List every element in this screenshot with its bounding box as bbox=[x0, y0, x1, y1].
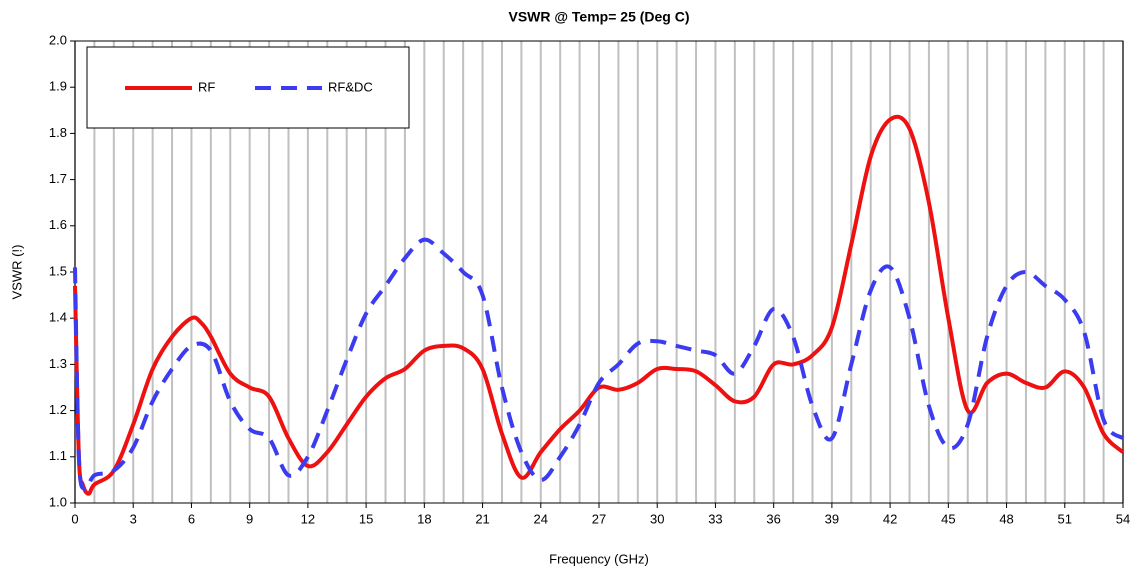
y-tick-label: 1.1 bbox=[49, 448, 67, 463]
y-tick-label: 1.4 bbox=[49, 310, 67, 325]
x-tick-label: 6 bbox=[188, 511, 195, 526]
x-tick-label: 18 bbox=[417, 511, 431, 526]
x-tick-label: 33 bbox=[708, 511, 722, 526]
x-tick-label: 12 bbox=[301, 511, 315, 526]
y-axis-label: VSWR (!) bbox=[9, 245, 24, 300]
x-tick-label: 48 bbox=[999, 511, 1013, 526]
chart-title: VSWR @ Temp= 25 (Deg C) bbox=[508, 9, 689, 25]
x-tick-label: 15 bbox=[359, 511, 373, 526]
x-tick-label: 30 bbox=[650, 511, 664, 526]
x-tick-label: 21 bbox=[475, 511, 489, 526]
y-tick-label: 1.2 bbox=[49, 402, 67, 417]
x-tick-label: 9 bbox=[246, 511, 253, 526]
x-tick-label: 54 bbox=[1116, 511, 1130, 526]
y-tick-label: 1.3 bbox=[49, 356, 67, 371]
x-tick-label: 36 bbox=[766, 511, 780, 526]
y-tick-label: 1.5 bbox=[49, 263, 67, 278]
y-tick-label: 1.9 bbox=[49, 79, 67, 94]
line-series bbox=[73, 114, 1125, 496]
y-tick-label: 1.8 bbox=[49, 125, 67, 140]
x-tick-label: 45 bbox=[941, 511, 955, 526]
legend-label: RF&DC bbox=[328, 79, 373, 94]
x-tick-label: 42 bbox=[883, 511, 897, 526]
x-tick-label: 27 bbox=[592, 511, 606, 526]
y-tick-label: 1.7 bbox=[49, 171, 67, 186]
x-tick-label: 0 bbox=[71, 511, 78, 526]
x-axis-label: Frequency (GHz) bbox=[549, 551, 649, 566]
x-tick-label: 39 bbox=[825, 511, 839, 526]
y-tick-label: 2.0 bbox=[49, 32, 67, 47]
x-tick-label: 3 bbox=[130, 511, 137, 526]
y-tick-label: 1.6 bbox=[49, 217, 67, 232]
line-series bbox=[73, 237, 1125, 492]
y-tick-label: 1.0 bbox=[49, 494, 67, 509]
x-tick-label: 24 bbox=[534, 511, 548, 526]
legend-label: RF bbox=[198, 79, 215, 94]
x-tick-label: 51 bbox=[1058, 511, 1072, 526]
